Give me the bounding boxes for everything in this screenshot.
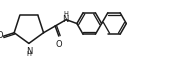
Text: O: O	[0, 31, 3, 40]
Text: O: O	[56, 40, 63, 49]
Text: N: N	[62, 15, 69, 24]
Text: H: H	[63, 11, 68, 17]
Text: N: N	[26, 47, 32, 56]
Text: H: H	[26, 51, 31, 57]
